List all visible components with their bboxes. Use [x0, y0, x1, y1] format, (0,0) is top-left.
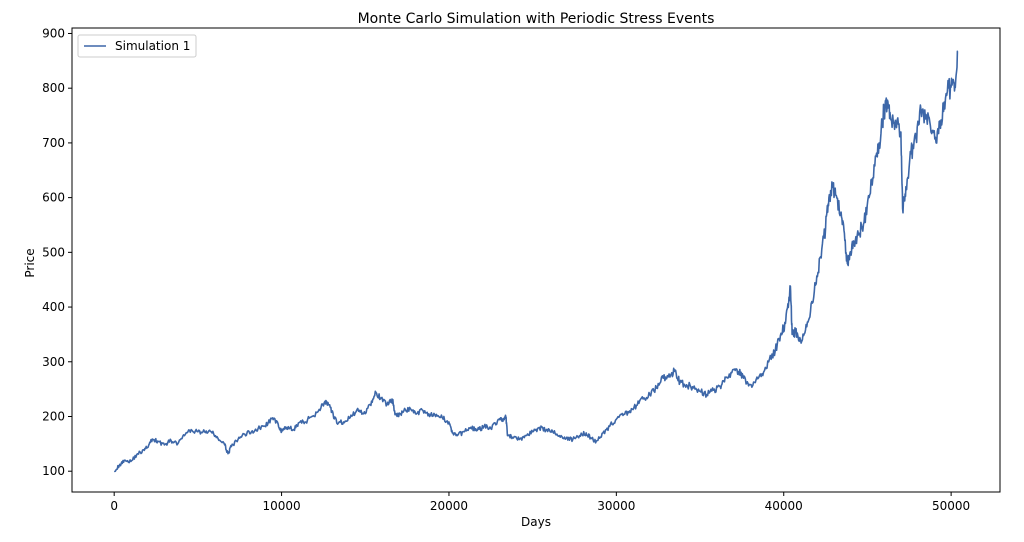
- y-axis-label: Price: [23, 248, 37, 277]
- x-axis-label: Days: [521, 515, 551, 529]
- x-tick-label: 10000: [262, 499, 300, 513]
- y-tick-label: 600: [42, 191, 65, 205]
- x-tick-label: 0: [110, 499, 118, 513]
- y-tick-label: 900: [42, 26, 65, 40]
- y-tick-label: 100: [42, 464, 65, 478]
- y-tick-label: 300: [42, 355, 65, 369]
- y-tick-label: 200: [42, 409, 65, 423]
- legend-box: [77, 34, 197, 58]
- y-axis-ticks: 100 200 300 400 500 600 700 800 900: [42, 26, 72, 478]
- y-tick-label: 700: [42, 136, 65, 150]
- y-tick-label: 400: [42, 300, 65, 314]
- x-axis-ticks: 0 10000 20000 30000 40000 50000: [110, 492, 970, 513]
- plot-frame: [71, 27, 1001, 493]
- y-tick-label: 500: [42, 245, 65, 259]
- legend-label: Simulation 1: [115, 39, 190, 53]
- series-line-1: [113, 50, 959, 473]
- x-tick-label: 30000: [597, 499, 635, 513]
- y-tick-label: 800: [42, 81, 65, 95]
- x-tick-label: 20000: [430, 499, 468, 513]
- x-tick-label: 40000: [765, 499, 803, 513]
- plot-area: [71, 27, 1001, 493]
- x-tick-label: 50000: [932, 499, 970, 513]
- chart-title: Monte Carlo Simulation with Periodic Str…: [358, 11, 715, 27]
- legend: Simulation 1: [77, 34, 197, 58]
